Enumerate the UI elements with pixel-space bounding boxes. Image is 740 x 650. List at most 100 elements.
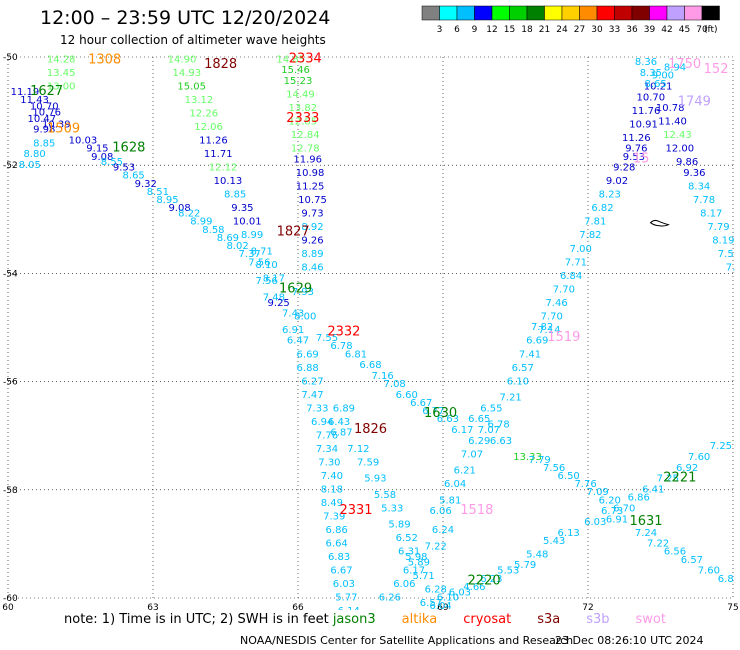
swh-value-label: 8.00 xyxy=(294,311,316,322)
swh-value-label: 8.10 xyxy=(255,260,277,271)
colorbar-tick-label: 45 xyxy=(679,25,690,35)
swh-value-label: 7.76 xyxy=(316,430,338,441)
swh-value-label: 6.03 xyxy=(333,579,355,590)
swh-value-label: 6.27 xyxy=(301,376,323,387)
x-tick-label: 63 xyxy=(147,603,158,610)
swh-value-label: 7.55 xyxy=(316,333,338,344)
swh-value-label: 8.23 xyxy=(599,190,621,201)
colorbar-tick-label: 9 xyxy=(472,25,478,35)
swh-value-label: 8.99 xyxy=(190,217,212,228)
swh-value-label: 7.16 xyxy=(371,371,393,382)
swh-value-label: 6.14 xyxy=(338,606,360,610)
pass-time-label: 1509 xyxy=(47,122,80,137)
swh-value-label: 6.83 xyxy=(328,552,350,563)
swh-value-label: 6.28 xyxy=(425,585,447,596)
colorbar-tick-label: 39 xyxy=(644,25,656,35)
swh-value-label: 10.47 xyxy=(28,114,57,125)
swh-value-label: 11.19 xyxy=(11,87,40,98)
swh-value-label: 7. xyxy=(726,263,736,274)
swh-value-label: 13.00 xyxy=(47,81,76,92)
swh-value-label: 10.21 xyxy=(644,81,673,92)
swh-value-label: 6.65 xyxy=(468,414,490,425)
swh-value-label: 9.32 xyxy=(135,179,157,190)
swh-value-label: 6.06 xyxy=(429,506,451,517)
swh-value-label: 6.41 xyxy=(642,485,664,496)
swh-value-label: 7.34 xyxy=(316,444,338,455)
swh-value-label: 6.57 xyxy=(512,363,534,374)
swh-value-label: 7.08 xyxy=(384,379,406,390)
swh-value-label: 8.94 xyxy=(664,63,686,74)
swh-value-label: 13.12 xyxy=(185,95,214,106)
swh-value-label: 6.86 xyxy=(326,525,348,536)
swh-value-label: 9.26 xyxy=(301,236,323,247)
swh-value-label: 8.51 xyxy=(147,187,169,198)
swh-value-label: 9.08 xyxy=(168,203,190,214)
satellite-legend: jason3 altika cryosat s3a s3b swot xyxy=(333,612,666,627)
swh-value-label: 6.56 xyxy=(664,547,686,558)
swh-value-label: 8.34 xyxy=(688,182,710,193)
swh-value-label: 7.70 xyxy=(541,311,563,322)
swh-value-label: 15.46 xyxy=(281,65,310,76)
swh-value-label: 6.29 xyxy=(468,436,490,447)
swh-value-label: 10.75 xyxy=(298,195,327,206)
swh-value-label: 6.91 xyxy=(282,325,304,336)
x-tick-label: 60 xyxy=(2,603,14,610)
swh-value-label: 9.53 xyxy=(113,163,135,174)
pass-time-label: 1519 xyxy=(547,330,580,345)
swh-value-label: 8.85 xyxy=(33,138,55,149)
swh-value-label: 6.10 xyxy=(437,593,459,604)
swh-value-label: 7.79 xyxy=(707,222,729,233)
swh-value-label: 10.91 xyxy=(629,119,658,130)
swh-value-label: 7.25 xyxy=(657,474,679,485)
swh-value-label: 7.5 xyxy=(718,249,734,260)
swh-value-label: 6.03 xyxy=(449,587,471,598)
x-tick-label: 72 xyxy=(582,603,593,610)
swh-value-label: 7.25 xyxy=(710,441,732,452)
swh-value-label: 7.24 xyxy=(635,528,657,539)
swh-value-label: 7.93 xyxy=(292,287,314,298)
swh-value-label: 5.71 xyxy=(413,571,435,582)
swh-value-label: 6.52 xyxy=(396,533,418,544)
swh-value-label: 8.36 xyxy=(635,57,657,68)
swh-value-label: 7.21 xyxy=(500,393,522,404)
map-frame xyxy=(7,56,734,599)
note-prefix: note: 1) Time is in UTC; 2) SWH is in fe… xyxy=(64,612,329,627)
colorbar-tick-label: 12 xyxy=(486,25,497,35)
swh-value-label: 7.76 xyxy=(574,479,596,490)
swh-value-label: 9.35 xyxy=(231,203,253,214)
swh-value-label: 8.05 xyxy=(19,160,41,171)
swh-value-label: 6.24 xyxy=(432,525,454,536)
swh-value-label: 6.55 xyxy=(480,403,502,414)
pass-time-label: 1630 xyxy=(424,406,457,421)
swh-value-label: 7.40 xyxy=(321,471,343,482)
swh-value-label: 12.12 xyxy=(209,163,238,174)
swh-value-label: 7.70 xyxy=(553,284,575,295)
swh-value-label: 5.98 xyxy=(405,552,427,563)
swh-value-label: 6.63 xyxy=(437,414,459,425)
swh-value-label: 7.56 xyxy=(543,463,565,474)
pass-time-label: 1518 xyxy=(460,503,493,518)
swh-value-label: 6.81 xyxy=(345,349,367,360)
colorbar-swatch xyxy=(701,5,720,21)
swh-value-label: 9.15 xyxy=(86,144,108,155)
swh-value-label: 5.81 xyxy=(439,495,461,506)
swh-value-label: 6.84 xyxy=(560,271,582,282)
page-title: 12:00 – 23:59 UTC 12/20/2024 xyxy=(40,7,331,29)
swh-value-label: 9.98 xyxy=(33,125,55,136)
y-tick-label: -56 xyxy=(3,378,18,388)
satellite-legend-swot: swot xyxy=(635,612,666,627)
swh-value-label: 6.64 xyxy=(326,539,348,550)
swh-value-label: 14.49 xyxy=(286,90,315,101)
pass-time-label: 2221 xyxy=(663,471,696,486)
swh-value-label: 11.43 xyxy=(20,95,49,106)
swh-value-label: 8.35 xyxy=(640,68,662,79)
swh-value-label: 8.95 xyxy=(156,195,178,206)
swh-value-label: 6.82 xyxy=(591,203,613,214)
swh-value-label: 8.92 xyxy=(301,222,323,233)
colorbar-tick-label: 18 xyxy=(521,25,533,35)
colorbar-tick-label: 21 xyxy=(539,25,550,35)
swh-value-label: 6.04 xyxy=(429,601,451,610)
swh-value-label: 6.21 xyxy=(454,466,476,477)
swh-value-label: 10.70 xyxy=(637,92,666,103)
swh-value-label: 8.89 xyxy=(301,249,323,260)
